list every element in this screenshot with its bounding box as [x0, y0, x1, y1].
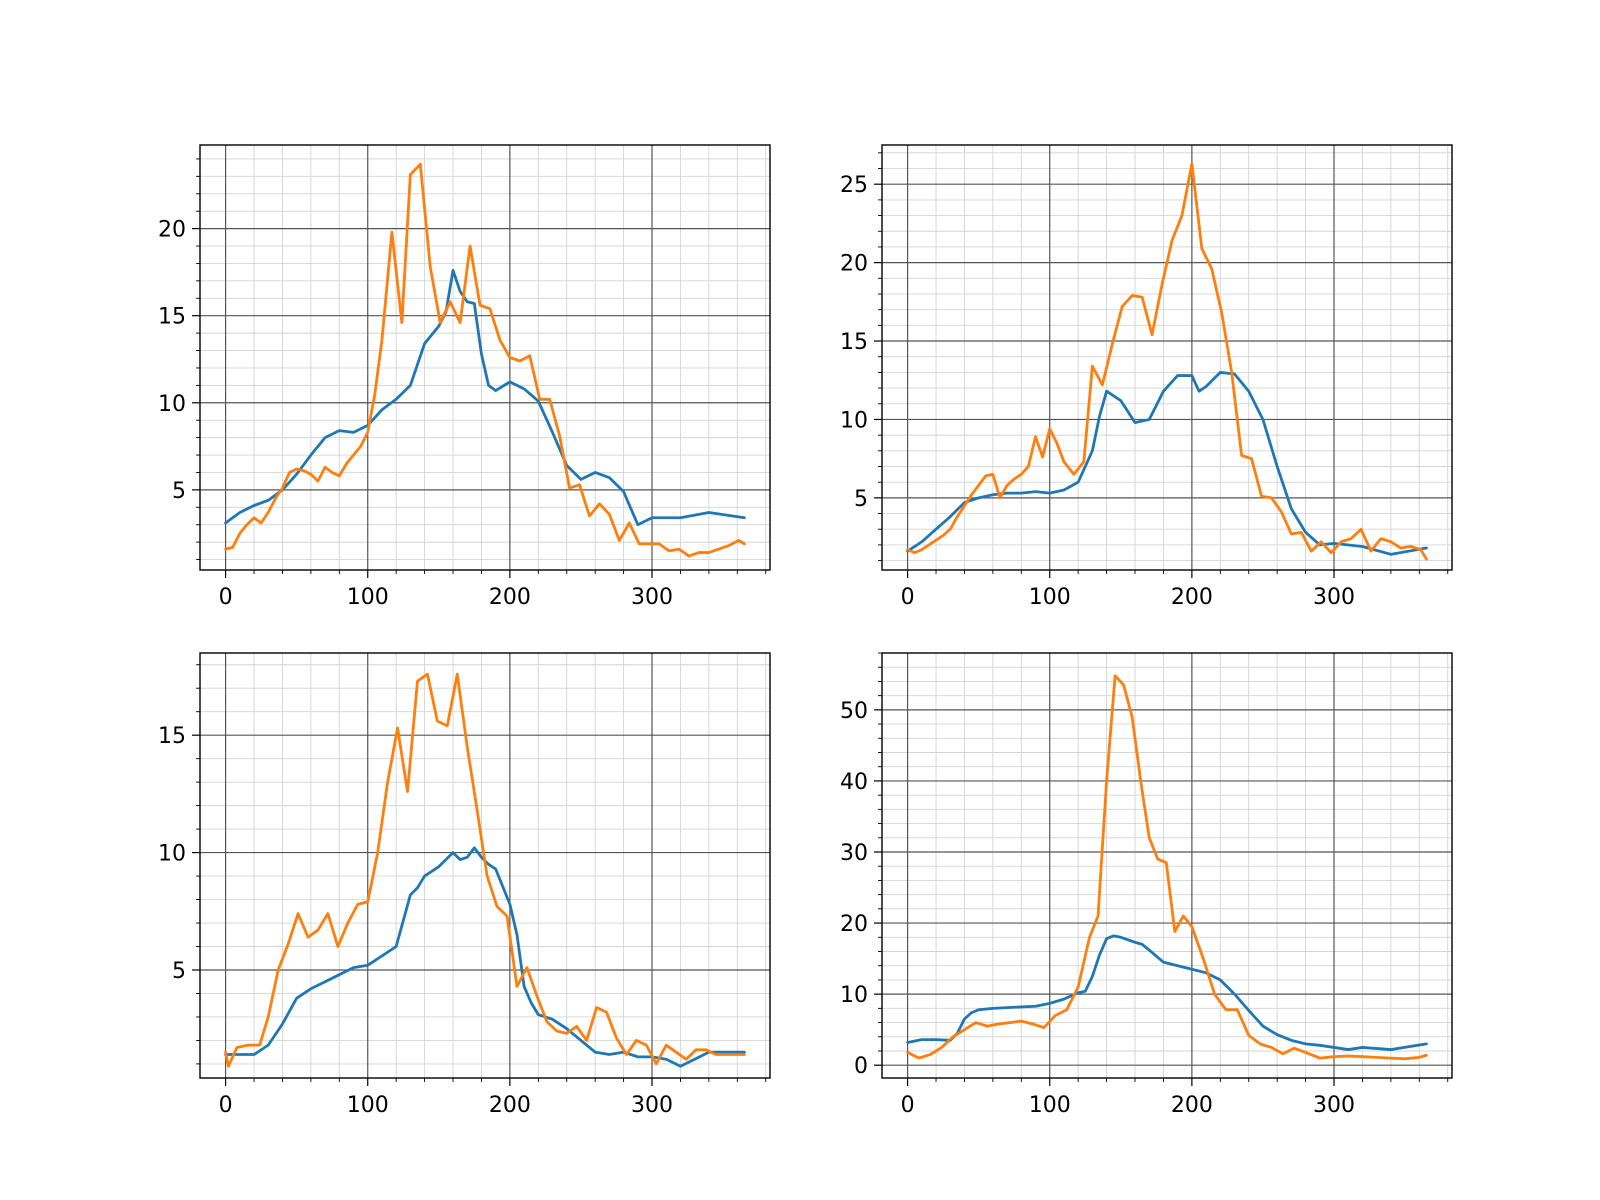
y-tick-label: 20	[158, 218, 186, 243]
plot-area-top-right	[882, 145, 1452, 570]
subplot-bottom-right: 0 100 200 300 0 10 20 30 40 50	[840, 652, 1453, 1118]
y-tick-label: 50	[840, 699, 868, 724]
x-tick-label: 0	[219, 585, 233, 610]
y-tick-label: 10	[158, 392, 186, 417]
x-tick-label: 0	[901, 1093, 915, 1118]
series-line-1-bottom-left	[224, 846, 746, 1068]
y-tick-label: 30	[840, 841, 868, 866]
x-tick-label: 0	[901, 585, 915, 610]
x-tick-label: 100	[1029, 1093, 1071, 1118]
y-tick-label: 15	[158, 724, 186, 749]
y-tick-label: 20	[840, 912, 868, 937]
y-tick-label: 15	[158, 305, 186, 330]
y-tick-label: 20	[840, 252, 868, 277]
x-tick-label: 0	[219, 1093, 233, 1118]
y-tick-label: 5	[172, 479, 186, 504]
plot-area-top-left	[200, 145, 770, 570]
y-tick-label: 25	[840, 173, 868, 198]
subplot-top-left: 0 100 200 300 5 10 15 20	[158, 144, 771, 610]
x-tick-label: 200	[1171, 585, 1213, 610]
x-tick-label: 100	[347, 1093, 389, 1118]
x-tick-label: 300	[1313, 585, 1355, 610]
series-line-2-bottom-left	[224, 672, 746, 1068]
x-tick-label: 200	[1171, 1093, 1213, 1118]
axes-frame-bottom-left	[199, 652, 771, 1079]
y-tick-label: 5	[854, 487, 868, 512]
x-tick-label: 100	[347, 585, 389, 610]
subplot-bottom-left: 0 100 200 300 5 10 15	[158, 652, 771, 1118]
x-tick-label: 200	[489, 585, 531, 610]
series-line-2-top-right	[906, 162, 1428, 561]
axes-frame-top-left	[199, 144, 771, 571]
y-tick-label: 10	[158, 842, 186, 867]
y-tick-label: 0	[854, 1054, 868, 1079]
series-line-1-bottom-right	[906, 934, 1428, 1051]
y-tick-label: 10	[840, 983, 868, 1008]
y-tick-label: 10	[840, 408, 868, 433]
y-tick-label: 5	[172, 959, 186, 984]
x-tick-label: 300	[631, 585, 673, 610]
series-line-2-top-left	[224, 162, 746, 558]
series-line-1-top-right	[906, 370, 1428, 556]
y-tick-label: 15	[840, 330, 868, 355]
y-tick-label: 40	[840, 770, 868, 795]
x-tick-label: 200	[489, 1093, 531, 1118]
x-tick-label: 300	[1313, 1093, 1355, 1118]
series-line-2-bottom-right	[906, 674, 1428, 1061]
axes-frame-bottom-right	[881, 652, 1453, 1079]
x-tick-label: 300	[631, 1093, 673, 1118]
axes-frame-top-right	[881, 144, 1453, 571]
subplot-top-right: 0 100 200 300 5 10 15 20 25	[840, 144, 1453, 610]
x-tick-label: 100	[1029, 585, 1071, 610]
